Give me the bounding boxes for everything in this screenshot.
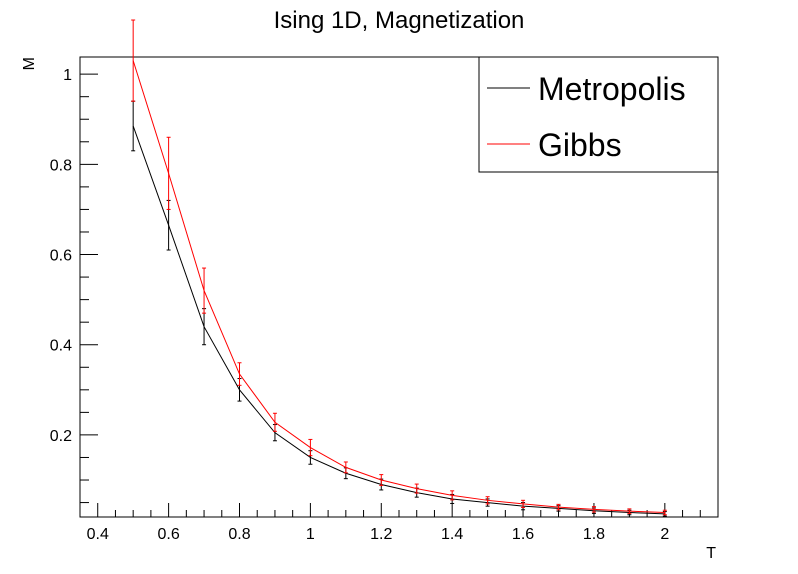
data-point-gibbs: [662, 509, 667, 516]
x-tick-label: 1: [306, 526, 315, 543]
data-point-gibbs: [485, 496, 490, 505]
x-tick-label: 1.6: [512, 526, 534, 543]
data-point-gibbs: [556, 503, 561, 511]
data-point-gibbs: [202, 267, 207, 314]
data-point-gibbs: [131, 19, 136, 102]
y-tick-label: 0.2: [50, 428, 72, 445]
legend-label-gibbs: Gibbs: [538, 127, 622, 163]
data-point-gibbs: [591, 506, 596, 513]
x-tick-label: 2: [660, 526, 669, 543]
y-tick-label: 0.4: [50, 338, 72, 355]
data-point-gibbs: [414, 483, 419, 494]
x-tick-label: 1.8: [583, 526, 605, 543]
y-tick-label: 0.6: [50, 248, 72, 265]
y-tick-label: 0.8: [50, 157, 72, 174]
x-axis: 0.4 0.6 0.8 1 1.2 1.4 1.6 1.8 2: [87, 503, 719, 543]
data-point-gibbs: [343, 461, 348, 474]
x-tick-label: 1.2: [370, 526, 392, 543]
y-tick-label: 1: [63, 67, 72, 84]
y-axis: 0.2 0.4 0.6 0.8 1: [50, 67, 98, 504]
legend: Metropolis Gibbs: [478, 56, 719, 173]
y-axis-label: M: [21, 57, 38, 70]
series-line-gibbs: [132, 60, 665, 513]
series-layer: [131, 19, 667, 517]
data-point-gibbs: [237, 362, 242, 386]
x-tick-label: 0.4: [87, 526, 109, 543]
data-point-gibbs: [166, 136, 171, 210]
legend-box: [478, 56, 719, 173]
data-point-gibbs: [379, 474, 384, 486]
x-axis-label: T: [706, 545, 716, 562]
data-point-gibbs: [272, 412, 277, 432]
series-gibbs: [131, 19, 667, 516]
x-tick-label: 0.8: [228, 526, 250, 543]
series-line-metropolis: [132, 125, 665, 515]
x-tick-label: 1.4: [441, 526, 463, 543]
data-point-gibbs: [308, 438, 313, 457]
data-point-gibbs: [521, 499, 526, 509]
legend-label-metropolis: Metropolis: [538, 71, 686, 107]
chart-title: Ising 1D, Magnetization: [274, 7, 525, 34]
data-point-gibbs: [627, 508, 632, 514]
x-tick-label: 0.6: [157, 526, 179, 543]
data-point-gibbs: [450, 490, 455, 501]
